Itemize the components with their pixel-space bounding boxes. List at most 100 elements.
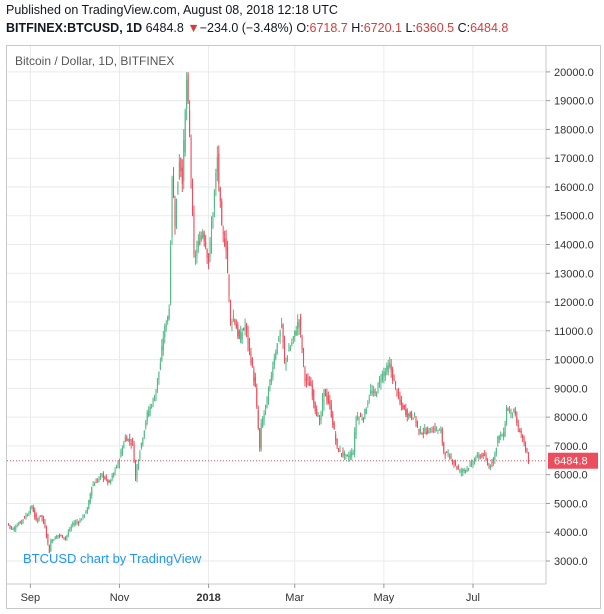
candle-body (514, 411, 516, 415)
y-tick-label: 12000.0 (554, 297, 594, 309)
x-tick-label: Mar (285, 592, 304, 604)
y-tick-label: 11000.0 (554, 326, 593, 338)
candle-body (136, 467, 138, 480)
candle-body (307, 378, 309, 381)
candle-body (189, 110, 191, 133)
candle-body (158, 371, 160, 380)
candle-body (148, 411, 150, 416)
candle-body (263, 412, 265, 420)
candle-body (241, 332, 243, 339)
candle-body (339, 450, 341, 452)
candle-body (219, 187, 221, 201)
candle-body (121, 447, 123, 455)
candle-body (409, 412, 411, 417)
candle-body (202, 231, 204, 238)
candle-body (172, 176, 175, 197)
candle-body (489, 465, 492, 470)
candle-body (44, 521, 46, 528)
candle-body (285, 358, 287, 365)
candle-body (94, 483, 96, 486)
candle-body (525, 444, 527, 451)
candle-body (383, 372, 385, 378)
candle-body (428, 428, 430, 430)
candle-body (31, 506, 33, 509)
price-change: −234.0 (−3.48%) (199, 21, 293, 35)
chart-panel[interactable]: 3000.0 4000.0 5000.0 6000.0 7000.0 8000.0 9000… (6, 45, 601, 609)
candle-body (501, 435, 503, 437)
candle-body (519, 430, 521, 433)
candle-body (124, 436, 126, 442)
candle-body (213, 191, 215, 209)
candle-body (357, 417, 359, 420)
candle-body (203, 233, 205, 242)
candle-body (317, 415, 319, 417)
candle-body (487, 460, 489, 465)
tradingview-watermark[interactable]: BTCUSD chart by TradingView (23, 551, 202, 566)
candlestick-chart[interactable]: 3000.0 4000.0 5000.0 6000.0 7000.0 8000.0 9000… (7, 46, 600, 608)
candle-body (311, 384, 313, 397)
y-tick-label: 19000.0 (554, 96, 594, 108)
candle-body (320, 412, 322, 421)
candle-body (123, 443, 125, 448)
candle-body (422, 432, 424, 434)
candle-body (387, 365, 389, 373)
candle-body (374, 391, 376, 393)
candle-body (260, 423, 262, 450)
candle-body (281, 325, 283, 328)
candle-body (469, 464, 471, 466)
candle-body (425, 431, 427, 435)
candle-body (75, 521, 77, 524)
candle-body (465, 470, 467, 472)
candle-body (194, 255, 196, 257)
candle-body (153, 399, 156, 401)
candle-body (314, 402, 316, 412)
candle-body (349, 453, 351, 458)
candle-body (95, 481, 97, 483)
candle-body (359, 415, 362, 417)
candle-body (120, 451, 122, 458)
candle-body (447, 453, 449, 456)
candle-body (264, 404, 267, 411)
symbol-info-line: BITFINEX:BTCUSD, 1D 6484.8 ▼−234.0 (−3.4… (6, 21, 508, 35)
candle-body (32, 507, 34, 512)
open-label: O: (296, 21, 310, 35)
candle-body (286, 356, 289, 360)
candle-body (237, 324, 239, 336)
candle-body (18, 523, 20, 525)
candle-body (50, 540, 52, 552)
candle-body (400, 400, 402, 405)
candle-body (127, 438, 129, 441)
candle-body (412, 417, 414, 420)
candle-body (23, 517, 26, 519)
candle-body (61, 535, 64, 538)
candle-body (186, 80, 188, 110)
candle-body (283, 342, 286, 362)
candle-body (482, 453, 484, 457)
candle-body (137, 459, 140, 469)
candle-body (411, 413, 413, 418)
candle-body (393, 379, 395, 381)
candle-body (313, 390, 315, 403)
open-value: 6718.7 (309, 21, 348, 35)
candle-body (402, 404, 404, 410)
candle-body (338, 448, 340, 452)
candle-body (430, 431, 432, 433)
candle-body (22, 519, 24, 521)
candle-body (15, 527, 17, 530)
candle-body (41, 515, 43, 519)
candle-body (323, 389, 325, 405)
candle-body (392, 369, 394, 380)
candle-body (506, 407, 508, 423)
candle-body (378, 379, 381, 385)
candle-body (352, 453, 354, 455)
candle-body (310, 381, 312, 386)
candle-body (111, 475, 113, 479)
candle-body (294, 330, 296, 337)
candle-body (510, 408, 512, 414)
candle-body (373, 390, 375, 394)
candle-body (130, 443, 132, 445)
candle-body (305, 377, 307, 382)
candle-body (132, 440, 134, 442)
candle-body (80, 519, 83, 521)
candle-body (348, 455, 350, 459)
